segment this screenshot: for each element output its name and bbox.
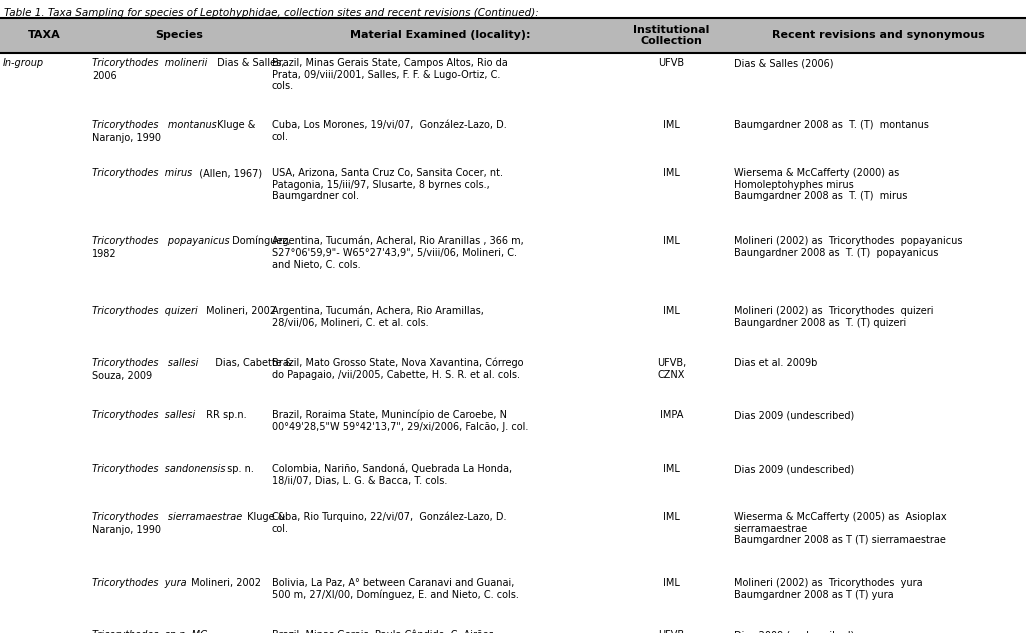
Text: Domínguez,: Domínguez, bbox=[229, 236, 290, 246]
Text: IML: IML bbox=[663, 512, 680, 522]
Text: Cuba, Los Morones, 19/vi/07,  González-Lazo, D.
col.: Cuba, Los Morones, 19/vi/07, González-La… bbox=[272, 120, 507, 142]
Text: Naranjo, 1990: Naranjo, 1990 bbox=[92, 525, 161, 535]
Text: Brazil, Minas Gerais State, Campos Altos, Rio da
Prata, 09/viii/2001, Salles, F.: Brazil, Minas Gerais State, Campos Altos… bbox=[272, 58, 508, 91]
Text: Naranjo, 1990: Naranjo, 1990 bbox=[92, 133, 161, 143]
Text: Wieserma & McCafferty (2005) as  Asioplax
sierramaestrae
Baumgardner 2008 as T (: Wieserma & McCafferty (2005) as Asioplax… bbox=[734, 512, 946, 545]
Text: IML: IML bbox=[663, 578, 680, 588]
Text: Tricorythodes   popayanicus: Tricorythodes popayanicus bbox=[92, 236, 230, 246]
Text: Molineri, 2002: Molineri, 2002 bbox=[203, 306, 276, 316]
Bar bbox=[0, 18, 1026, 53]
Text: RR sp.n.: RR sp.n. bbox=[203, 410, 247, 420]
Text: Dias, Cabette &: Dias, Cabette & bbox=[208, 358, 292, 368]
Text: IML: IML bbox=[663, 236, 680, 246]
Text: Souza, 2009: Souza, 2009 bbox=[92, 371, 153, 381]
Text: sp. n.: sp. n. bbox=[224, 464, 253, 474]
Text: Baumgardner 2008 as  T. (T)  montanus: Baumgardner 2008 as T. (T) montanus bbox=[734, 120, 929, 130]
Text: Molineri (2002) as  Tricorythodes  yura
Baumgardner 2008 as T (T) yura: Molineri (2002) as Tricorythodes yura Ba… bbox=[734, 578, 922, 599]
Text: Tricorythodes  sallesi: Tricorythodes sallesi bbox=[92, 410, 196, 420]
Text: In-group: In-group bbox=[3, 58, 44, 68]
Text: Tricorythodes  quizeri: Tricorythodes quizeri bbox=[92, 306, 198, 316]
Text: 2006: 2006 bbox=[92, 71, 117, 81]
Text: IML: IML bbox=[663, 120, 680, 130]
Text: Recent revisions and synonymous: Recent revisions and synonymous bbox=[772, 30, 985, 41]
Text: Tricorythodes   sierramaestrae: Tricorythodes sierramaestrae bbox=[92, 512, 242, 522]
Text: Molineri (2002) as  Tricorythodes  quizeri
Baungardner 2008 as  T. (T) quizeri: Molineri (2002) as Tricorythodes quizeri… bbox=[734, 306, 933, 328]
Text: USA, Arizona, Santa Cruz Co, Sansita Cocer, nt.
Patagonia, 15/iii/97, Slusarte, : USA, Arizona, Santa Cruz Co, Sansita Coc… bbox=[272, 168, 503, 201]
Text: Kluge &: Kluge & bbox=[244, 512, 285, 522]
Text: Colombia, Nariño, Sandoná, Quebrada La Honda,
18/ii/07, Dias, L. G. & Bacca, T. : Colombia, Nariño, Sandoná, Quebrada La H… bbox=[272, 464, 512, 486]
Text: Kluge &: Kluge & bbox=[213, 120, 255, 130]
Text: UFVB,
CZNX: UFVB, CZNX bbox=[657, 358, 686, 380]
Text: Tricorythodes  yura: Tricorythodes yura bbox=[92, 578, 187, 588]
Text: Tricorythodes  molinerii: Tricorythodes molinerii bbox=[92, 58, 207, 68]
Text: Material Examined (locality):: Material Examined (locality): bbox=[351, 30, 530, 41]
Text: Dias et al. 2009b: Dias et al. 2009b bbox=[734, 358, 817, 368]
Text: Molineri (2002) as  Tricorythodes  popayanicus
Baungardner 2008 as  T. (T)  popa: Molineri (2002) as Tricorythodes popayan… bbox=[734, 236, 962, 258]
Text: Dias 2009 (undescribed): Dias 2009 (undescribed) bbox=[734, 410, 854, 420]
Text: Dias 2009 (undescribed): Dias 2009 (undescribed) bbox=[734, 464, 854, 474]
Text: 1982: 1982 bbox=[92, 249, 117, 259]
Text: Molineri, 2002: Molineri, 2002 bbox=[189, 578, 262, 588]
Text: Argentina, Tucumán, Achera, Rio Aramillas,
28/vii/06, Molineri, C. et al. cols.: Argentina, Tucumán, Achera, Rio Aramilla… bbox=[272, 306, 483, 328]
Text: Dias & Salles (2006): Dias & Salles (2006) bbox=[734, 58, 833, 68]
Text: TAXA: TAXA bbox=[29, 30, 61, 41]
Text: Brazil, Roraima State, Munincípio de Caroebe, N
00°49'28,5"W 59°42'13,7", 29/xi/: Brazil, Roraima State, Munincípio de Car… bbox=[272, 410, 528, 432]
Text: (Allen, 1967): (Allen, 1967) bbox=[193, 168, 263, 178]
Text: Brazil, Mato Grosso State, Nova Xavantina, Córrego
do Papagaio, /vii/2005, Cabet: Brazil, Mato Grosso State, Nova Xavantin… bbox=[272, 358, 523, 380]
Text: UFVB: UFVB bbox=[659, 630, 684, 633]
Text: Wiersema & McCafferty (2000) as
Homoleptohyphes mirus
Baumgardner 2008 as  T. (T: Wiersema & McCafferty (2000) as Homolept… bbox=[734, 168, 907, 201]
Text: Dias & Salles,: Dias & Salles, bbox=[213, 58, 284, 68]
Text: Tricorythodes  mirus: Tricorythodes mirus bbox=[92, 168, 193, 178]
Text: Dias 2009 (undescribed): Dias 2009 (undescribed) bbox=[734, 630, 854, 633]
Text: IML: IML bbox=[663, 464, 680, 474]
Text: Bolivia, La Paz, A° between Caranavi and Guanai,
500 m, 27/XI/00, Domínguez, E. : Bolivia, La Paz, A° between Caranavi and… bbox=[272, 578, 519, 600]
Text: Tricorythodes  sp.n. MG: Tricorythodes sp.n. MG bbox=[92, 630, 207, 633]
Text: Species: Species bbox=[155, 30, 203, 41]
Text: Tricorythodes  sandonensis: Tricorythodes sandonensis bbox=[92, 464, 226, 474]
Text: IML: IML bbox=[663, 168, 680, 178]
Text: IMPA: IMPA bbox=[660, 410, 683, 420]
Text: IML: IML bbox=[663, 306, 680, 316]
Text: Brazil, Minas Gerais, Paula Cândido, C. Airões,
13/VII/04 , Dias, L. G.: Brazil, Minas Gerais, Paula Cândido, C. … bbox=[272, 630, 497, 633]
Text: UFVB: UFVB bbox=[659, 58, 684, 68]
Text: Institutional
Collection: Institutional Collection bbox=[633, 25, 710, 46]
Text: Tricorythodes   montanus: Tricorythodes montanus bbox=[92, 120, 218, 130]
Text: Argentina, Tucumán, Acheral, Rio Aranillas , 366 m,
S27°06'59,9"- W65°27'43,9", : Argentina, Tucumán, Acheral, Rio Aranill… bbox=[272, 236, 523, 270]
Text: Table 1. Taxa Sampling for species of Leptohyphidae, collection sites and recent: Table 1. Taxa Sampling for species of Le… bbox=[4, 8, 539, 18]
Text: Cuba, Rio Turquino, 22/vi/07,  González-Lazo, D.
col.: Cuba, Rio Turquino, 22/vi/07, González-L… bbox=[272, 512, 506, 534]
Text: Tricorythodes   sallesi: Tricorythodes sallesi bbox=[92, 358, 199, 368]
